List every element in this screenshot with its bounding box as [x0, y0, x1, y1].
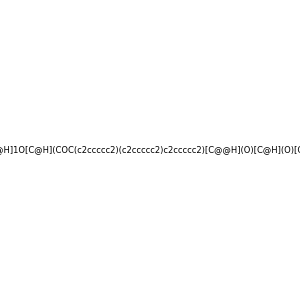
Text: CO[C@@H]1O[C@H](COC(c2ccccc2)(c2ccccc2)c2ccccc2)[C@@H](O)[C@H](O)[C@H]1O: CO[C@@H]1O[C@H](COC(c2ccccc2)(c2ccccc2)c…: [0, 146, 300, 154]
